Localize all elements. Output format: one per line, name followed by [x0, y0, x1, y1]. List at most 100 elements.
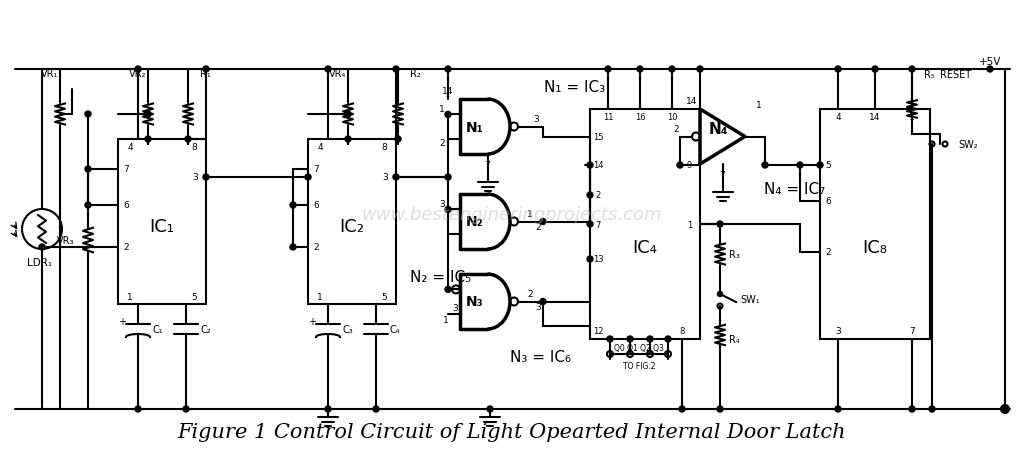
Text: VR₃: VR₃	[56, 235, 74, 246]
Text: 6: 6	[825, 197, 830, 206]
Circle shape	[145, 137, 151, 143]
Circle shape	[135, 406, 141, 412]
Circle shape	[587, 162, 593, 168]
Text: N₁: N₁	[466, 120, 484, 134]
Circle shape	[445, 112, 451, 118]
Circle shape	[393, 174, 399, 180]
Text: R₃: R₃	[728, 249, 739, 259]
Text: N₃ = IC₆: N₃ = IC₆	[510, 350, 571, 365]
Text: 8: 8	[191, 143, 197, 152]
Circle shape	[183, 406, 189, 412]
Text: 7: 7	[595, 220, 601, 229]
Text: IC₈: IC₈	[862, 239, 888, 257]
Circle shape	[697, 67, 703, 73]
Text: 14: 14	[442, 87, 454, 96]
Circle shape	[39, 245, 45, 251]
Text: 7: 7	[484, 160, 490, 169]
Circle shape	[587, 222, 593, 228]
Circle shape	[345, 112, 351, 118]
Text: 2: 2	[123, 242, 129, 251]
Circle shape	[717, 222, 723, 228]
Text: 6: 6	[123, 201, 129, 210]
Text: R₂: R₂	[410, 69, 421, 79]
Text: 3: 3	[193, 173, 198, 182]
Bar	[308, 140, 396, 304]
Text: 11: 11	[603, 113, 613, 122]
Text: SW₁: SW₁	[740, 294, 760, 304]
Text: R₅: R₅	[924, 70, 935, 80]
Circle shape	[679, 406, 685, 412]
Text: 2: 2	[673, 125, 679, 134]
Text: VR₂: VR₂	[129, 69, 146, 79]
Circle shape	[665, 336, 671, 342]
Circle shape	[909, 67, 915, 73]
Circle shape	[325, 406, 331, 412]
Text: 14: 14	[593, 160, 603, 169]
Circle shape	[929, 406, 935, 412]
Text: 5: 5	[381, 292, 387, 301]
Circle shape	[393, 67, 399, 73]
Circle shape	[909, 406, 915, 412]
Text: VR₁: VR₁	[41, 69, 58, 79]
Text: IC₂: IC₂	[340, 218, 365, 236]
Circle shape	[290, 202, 296, 208]
Text: 3: 3	[453, 303, 458, 313]
Circle shape	[717, 406, 723, 412]
Circle shape	[203, 174, 209, 180]
Text: 12: 12	[593, 327, 603, 336]
Text: 2: 2	[439, 139, 444, 148]
Text: 2: 2	[595, 190, 601, 199]
Text: C₁: C₁	[152, 325, 163, 334]
Circle shape	[587, 257, 593, 263]
Circle shape	[835, 406, 841, 412]
Circle shape	[762, 162, 768, 168]
Circle shape	[487, 406, 493, 412]
Circle shape	[135, 67, 141, 73]
Text: +: +	[308, 316, 316, 326]
Text: 2: 2	[313, 242, 318, 251]
Circle shape	[677, 162, 683, 168]
Text: N₄ = IC₇: N₄ = IC₇	[764, 182, 825, 197]
Text: RESET: RESET	[940, 70, 971, 80]
Text: 3: 3	[836, 327, 841, 336]
Text: N₂ = IC₅: N₂ = IC₅	[410, 270, 471, 285]
Text: 13: 13	[593, 254, 603, 263]
Circle shape	[817, 162, 823, 168]
Text: SW₂: SW₂	[958, 140, 978, 150]
Text: 2: 2	[825, 247, 830, 257]
Circle shape	[325, 67, 331, 73]
Circle shape	[627, 336, 633, 342]
Text: 8: 8	[679, 327, 685, 336]
Text: 1: 1	[756, 100, 762, 109]
Text: 4: 4	[317, 143, 323, 152]
Text: 15: 15	[593, 133, 603, 142]
Circle shape	[540, 299, 546, 305]
Bar	[590, 110, 700, 339]
Text: 1: 1	[527, 210, 532, 218]
Text: 7: 7	[313, 165, 318, 174]
Text: 1: 1	[317, 292, 323, 301]
Text: 14: 14	[686, 97, 697, 106]
Text: 2: 2	[536, 223, 541, 231]
Circle shape	[85, 202, 91, 208]
Bar	[118, 140, 206, 304]
Text: R₄: R₄	[729, 334, 739, 344]
Circle shape	[587, 193, 593, 199]
Circle shape	[373, 406, 379, 412]
Text: 7: 7	[720, 170, 725, 179]
Circle shape	[605, 67, 611, 73]
Circle shape	[835, 67, 841, 73]
Text: 2: 2	[527, 289, 532, 298]
Circle shape	[647, 336, 653, 342]
Text: 3: 3	[534, 115, 539, 124]
Circle shape	[203, 67, 209, 73]
Circle shape	[637, 67, 643, 73]
Text: 1: 1	[687, 220, 692, 229]
Text: R₁: R₁	[200, 69, 211, 79]
Text: N₁ = IC₃: N₁ = IC₃	[545, 80, 605, 95]
Text: VR₄: VR₄	[329, 69, 346, 79]
Circle shape	[1002, 406, 1008, 412]
Text: IC₁: IC₁	[150, 218, 174, 236]
Circle shape	[445, 67, 451, 73]
Circle shape	[445, 174, 451, 180]
